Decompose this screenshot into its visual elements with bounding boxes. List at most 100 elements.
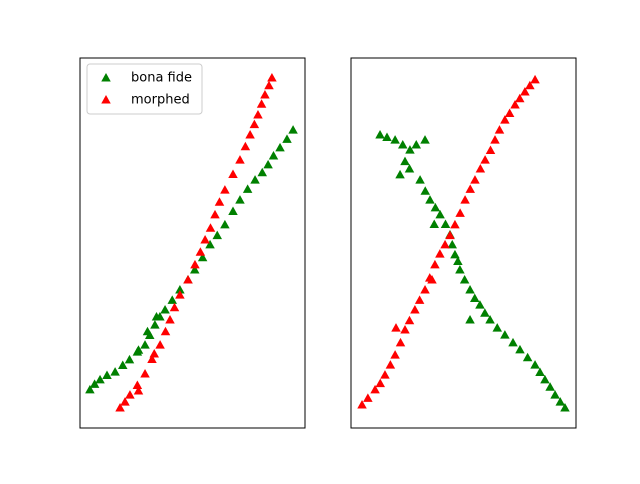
- point: [275, 142, 285, 152]
- legend-box: [86, 63, 203, 115]
- point: [268, 151, 279, 160]
- point: [510, 99, 520, 109]
- point: [459, 275, 470, 284]
- point: [522, 352, 533, 362]
- point: [288, 125, 298, 134]
- point: [390, 135, 400, 144]
- point: [460, 195, 470, 204]
- point: [200, 235, 210, 244]
- point: [205, 223, 216, 232]
- point: [475, 300, 485, 309]
- point: [490, 135, 500, 144]
- point: [102, 370, 112, 379]
- point: [500, 330, 510, 339]
- point: [212, 230, 222, 240]
- point: [124, 354, 135, 364]
- point: [429, 219, 439, 228]
- point: [190, 259, 200, 269]
- point: [133, 386, 144, 395]
- point: [264, 80, 274, 90]
- point: [260, 90, 270, 99]
- point: [550, 390, 560, 399]
- point: [228, 169, 238, 179]
- point: [263, 159, 273, 169]
- point: [400, 156, 410, 166]
- point: [390, 350, 400, 359]
- point: [485, 145, 496, 154]
- point: [455, 208, 465, 217]
- point: [530, 74, 540, 84]
- point: [465, 184, 475, 193]
- point: [147, 354, 157, 364]
- point: [363, 393, 373, 402]
- point: [220, 185, 230, 194]
- point: [545, 382, 555, 391]
- point: [415, 175, 425, 184]
- point: [555, 397, 565, 406]
- point: [175, 290, 185, 299]
- point: [140, 368, 150, 378]
- point: [515, 93, 525, 103]
- point: [405, 145, 415, 154]
- point: [155, 340, 165, 349]
- point: [210, 209, 220, 219]
- point: [420, 135, 430, 144]
- point: [395, 169, 405, 179]
- point: [228, 206, 238, 216]
- point: [169, 302, 180, 312]
- point: [375, 378, 385, 388]
- point: [515, 344, 525, 354]
- point: [140, 340, 150, 349]
- point: [190, 265, 200, 274]
- point: [249, 119, 260, 129]
- point: [420, 284, 430, 294]
- point: [197, 252, 208, 262]
- point: [85, 384, 95, 394]
- point: [425, 195, 435, 204]
- point: [245, 129, 255, 139]
- point: [382, 132, 392, 142]
- point: [165, 314, 175, 324]
- point: [391, 323, 401, 332]
- point: [504, 108, 515, 117]
- point: [253, 109, 263, 119]
- point: [110, 367, 120, 376]
- point: [435, 209, 445, 219]
- point: [150, 320, 160, 329]
- point: [525, 80, 535, 90]
- point: [398, 139, 408, 149]
- point: [470, 175, 480, 184]
- point: [435, 249, 445, 258]
- point: [183, 275, 193, 284]
- point: [404, 315, 415, 325]
- point: [508, 337, 518, 347]
- point: [430, 259, 440, 269]
- point: [494, 125, 505, 134]
- point: [133, 345, 144, 354]
- point: [447, 239, 457, 249]
- point: [395, 337, 406, 347]
- point: [480, 308, 490, 317]
- point: [530, 360, 540, 369]
- point: [149, 349, 159, 358]
- point: [235, 155, 245, 164]
- point: [125, 390, 135, 399]
- legend-marker: [101, 73, 111, 82]
- point: [235, 195, 245, 204]
- point: [160, 304, 170, 314]
- legend-label: bona fide: [131, 71, 192, 86]
- point: [500, 115, 510, 124]
- point: [95, 374, 105, 384]
- point: [420, 186, 430, 195]
- point: [120, 397, 130, 406]
- point: [440, 219, 451, 228]
- point: [151, 312, 162, 321]
- point: [89, 379, 100, 388]
- point: [267, 72, 277, 82]
- point: [465, 284, 475, 294]
- legend-label: morphed: [131, 93, 190, 108]
- point: [450, 219, 460, 229]
- point: [465, 314, 475, 324]
- point: [214, 197, 225, 206]
